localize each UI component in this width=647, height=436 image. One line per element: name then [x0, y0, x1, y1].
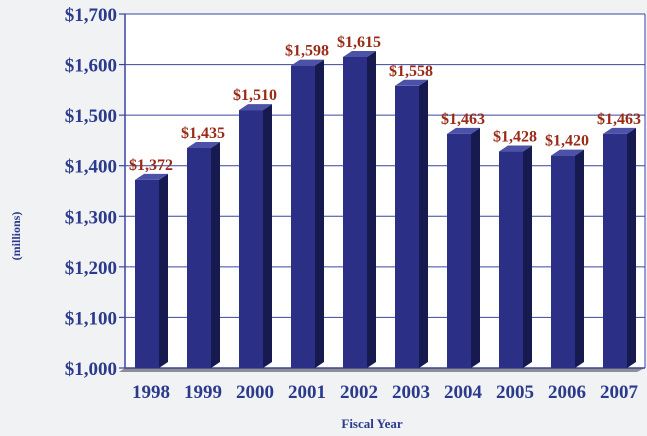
- y-tick-label: $1,200: [65, 258, 117, 279]
- y-tick-label: $1,300: [65, 207, 117, 228]
- bar-front: [603, 133, 627, 368]
- bar-front: [291, 65, 315, 368]
- bar-side: [627, 127, 636, 369]
- bar-side: [575, 149, 584, 368]
- bar-top: [447, 127, 480, 134]
- data-label: $1,372: [129, 157, 173, 174]
- bar-top: [603, 127, 636, 134]
- x-tick-label: 2000: [236, 382, 274, 403]
- x-tick-label: 2002: [340, 382, 378, 403]
- bar: [291, 59, 324, 368]
- bar-side: [263, 104, 272, 368]
- x-tick-label: 2003: [392, 382, 430, 403]
- x-tick-label: 2007: [600, 382, 639, 403]
- bar: [499, 145, 532, 368]
- bar-top: [135, 173, 168, 180]
- x-tick-label: 2005: [496, 382, 534, 403]
- y-tick-label: $1,600: [65, 56, 117, 77]
- data-labels: $1,372 $1,435 $1,510 $1,598 $1,615 $1,558 $1,4…: [129, 34, 641, 174]
- bar-top: [551, 149, 584, 156]
- bar-side: [523, 145, 532, 368]
- data-label: $1,510: [233, 87, 277, 104]
- data-label: $1,463: [597, 111, 641, 128]
- bar-side: [419, 79, 428, 368]
- bar-front: [343, 56, 367, 368]
- data-label: $1,558: [389, 63, 433, 80]
- bar-front: [499, 151, 523, 368]
- y-tick-label: $1,500: [65, 106, 117, 127]
- bar-front: [395, 85, 419, 368]
- y-tick-label: $1,700: [65, 5, 117, 26]
- bar-front: [187, 148, 211, 368]
- bar: [239, 104, 272, 368]
- bar: [395, 79, 428, 368]
- bar: [447, 127, 480, 369]
- bars: [135, 50, 636, 369]
- bar-top: [291, 59, 324, 66]
- bar-side: [367, 50, 376, 368]
- y-tick-label: $1,400: [65, 157, 117, 178]
- x-axis-title: Fiscal Year: [341, 416, 402, 431]
- y-tick-label: $1,100: [65, 308, 117, 329]
- bar-side: [471, 127, 480, 369]
- bar: [187, 142, 220, 368]
- x-tick-label: 2006: [548, 382, 586, 403]
- bar-side: [315, 59, 324, 368]
- bar-front: [239, 110, 263, 368]
- y-tick-label: $1,000: [65, 359, 117, 380]
- y-axis-ticks: $1,000 $1,100 $1,200 $1,300 $1,400 $1,500 $1,6…: [65, 5, 125, 380]
- bar-top: [395, 79, 428, 86]
- data-label: $1,463: [441, 111, 485, 128]
- x-axis-ticks: 1998 1999 2000 2001 2002 2003 2004 2005 2006 2007: [132, 382, 639, 403]
- x-tick-label: 1998: [132, 382, 170, 403]
- data-label: $1,598: [285, 43, 329, 60]
- bar-front: [135, 179, 159, 368]
- bar-side: [211, 142, 220, 368]
- x-tick-label: 2004: [444, 382, 483, 403]
- y-axis-title: (millions): [9, 212, 23, 261]
- x-tick-label: 2001: [288, 382, 326, 403]
- bar: [603, 127, 636, 369]
- bar-side: [159, 173, 168, 368]
- data-label: $1,435: [181, 125, 225, 142]
- bar: [551, 149, 584, 368]
- bar-front: [447, 133, 471, 368]
- bar-front: [551, 155, 575, 368]
- bar-top: [187, 142, 220, 149]
- data-label: $1,420: [545, 133, 589, 150]
- data-label: $1,615: [337, 34, 381, 51]
- bar: [343, 50, 376, 368]
- bar-top: [499, 145, 532, 152]
- bar-top: [343, 50, 376, 57]
- data-label: $1,428: [493, 129, 537, 146]
- bar: [135, 173, 168, 368]
- chart-floor: [119, 368, 645, 372]
- x-tick-label: 1999: [184, 382, 222, 403]
- bar-top: [239, 104, 272, 111]
